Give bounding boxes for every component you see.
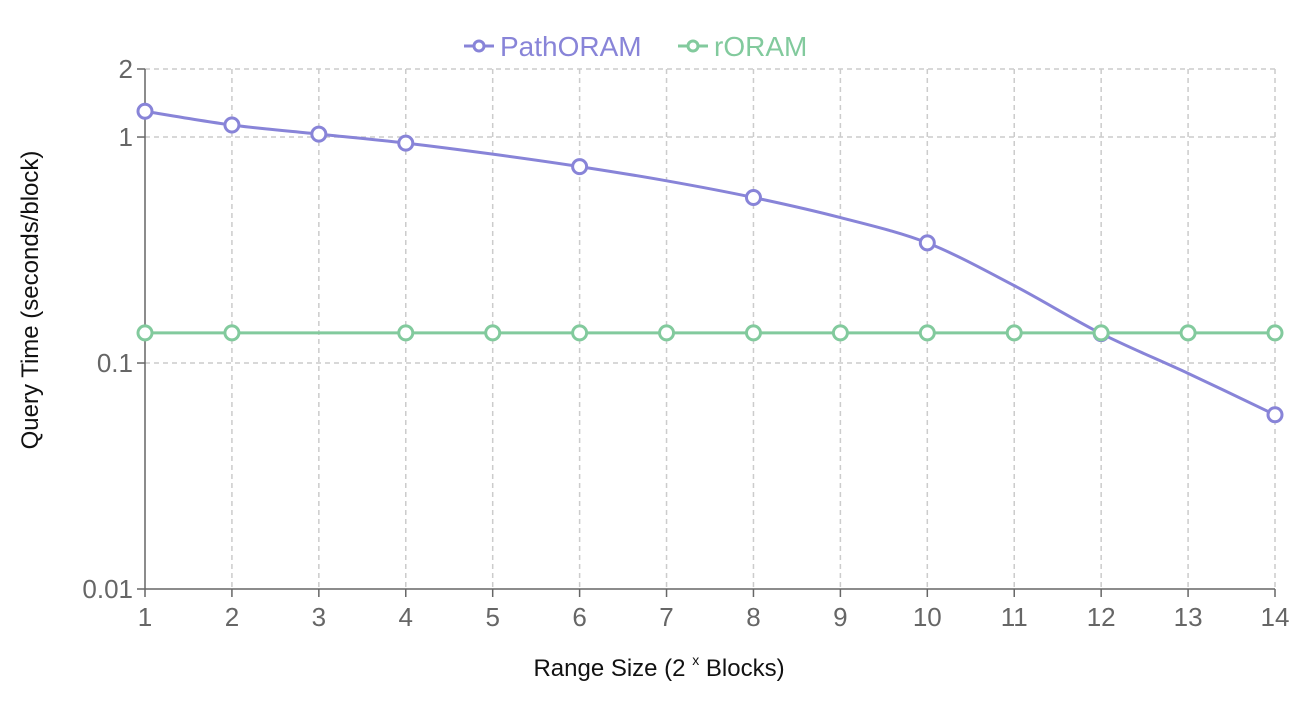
data-point bbox=[397, 324, 415, 342]
data-point bbox=[1005, 324, 1023, 342]
x-tick-label: 7 bbox=[659, 602, 673, 632]
series-line bbox=[144, 109, 1276, 417]
x-tick-label: 5 bbox=[485, 602, 499, 632]
x-tick-label: 4 bbox=[399, 602, 413, 632]
data-point bbox=[744, 324, 762, 342]
legend-label: PathORAM bbox=[500, 31, 642, 62]
data-point bbox=[918, 324, 936, 342]
x-tick-label: 13 bbox=[1174, 602, 1203, 632]
y-tick-label: 0.1 bbox=[97, 348, 133, 378]
y-tick-label: 0.01 bbox=[82, 574, 133, 604]
series-roram bbox=[136, 324, 1284, 342]
x-tick-label: 1 bbox=[138, 602, 152, 632]
x-tick-label: 14 bbox=[1261, 602, 1290, 632]
series-layer bbox=[136, 102, 1284, 424]
data-point bbox=[571, 324, 589, 342]
data-point bbox=[136, 324, 154, 342]
legend-swatch-marker bbox=[472, 39, 486, 53]
data-point bbox=[397, 134, 415, 152]
grid-lines bbox=[145, 68, 1276, 589]
x-axis-title-superscript: x bbox=[692, 652, 699, 668]
data-point bbox=[918, 234, 936, 252]
y-tick-label: 2 bbox=[119, 54, 133, 84]
data-point bbox=[571, 158, 589, 176]
x-tick-label: 3 bbox=[312, 602, 326, 632]
data-point bbox=[1179, 324, 1197, 342]
legend-item-roram: rORAM bbox=[678, 31, 807, 62]
legend-label: rORAM bbox=[714, 31, 807, 62]
axes: 1 2 3 4 5 6 7 8 9 10 11 12 13 140.010.112 bbox=[82, 54, 1289, 632]
data-point bbox=[136, 102, 154, 120]
data-point bbox=[223, 324, 241, 342]
data-point bbox=[658, 324, 676, 342]
x-tick-label: 9 bbox=[833, 602, 847, 632]
legend: PathORAM rORAM bbox=[464, 31, 807, 62]
x-tick-label: 2 bbox=[225, 602, 239, 632]
data-point bbox=[1266, 324, 1284, 342]
x-axis-title-prefix: Range Size (2 bbox=[533, 655, 685, 682]
data-point bbox=[1092, 324, 1110, 342]
series-pathoram bbox=[136, 102, 1284, 424]
y-axis-title: Query Time (seconds/block) bbox=[17, 151, 44, 450]
data-point bbox=[744, 189, 762, 207]
legend-item-pathoram: PathORAM bbox=[464, 31, 642, 62]
x-tick-label: 11 bbox=[1001, 602, 1028, 632]
data-point bbox=[1266, 406, 1284, 424]
legend-swatch-marker bbox=[686, 39, 700, 53]
x-tick-label: 10 bbox=[913, 602, 942, 632]
x-tick-label: 12 bbox=[1087, 602, 1116, 632]
x-tick-label: 6 bbox=[572, 602, 586, 632]
x-axis-title-suffix: Blocks) bbox=[706, 655, 785, 682]
data-point bbox=[831, 324, 849, 342]
y-tick-label: 1 bbox=[119, 122, 133, 152]
x-tick-label: 8 bbox=[746, 602, 760, 632]
data-point bbox=[223, 116, 241, 134]
data-point bbox=[310, 125, 328, 143]
x-axis-title: Range Size (2 x Blocks) bbox=[533, 644, 784, 682]
data-point bbox=[484, 324, 502, 342]
